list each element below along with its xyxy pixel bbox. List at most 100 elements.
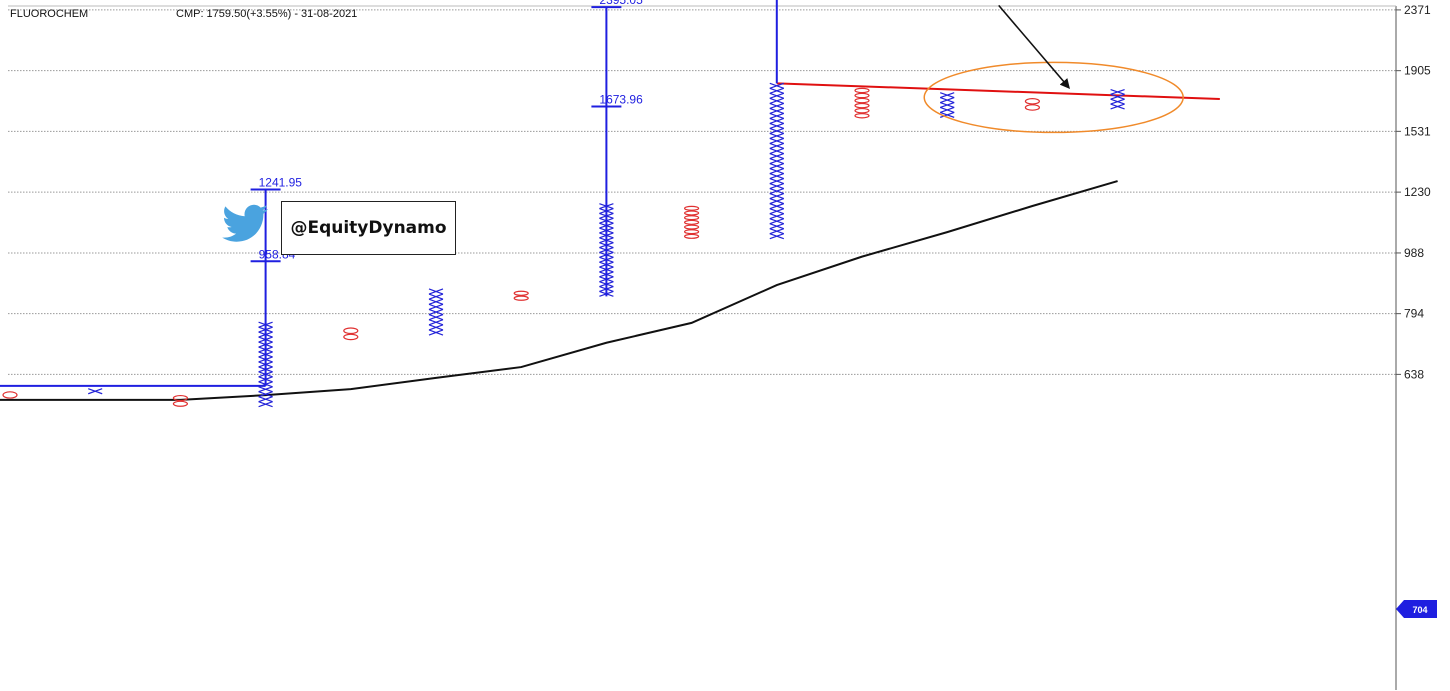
x-mark bbox=[769, 137, 785, 145]
o-mark bbox=[854, 87, 870, 94]
x-mark bbox=[769, 147, 785, 155]
x-mark bbox=[769, 203, 785, 210]
x-mark bbox=[769, 178, 785, 185]
y-tick-label: 638 bbox=[1404, 367, 1424, 381]
x-mark bbox=[258, 386, 273, 393]
annotation-arrow bbox=[998, 4, 1070, 89]
x-mark bbox=[428, 293, 444, 300]
o-mark bbox=[683, 210, 700, 216]
o-column bbox=[854, 87, 870, 119]
target-projection: 3010.975153 bbox=[775, 0, 778, 84]
x-mark bbox=[769, 152, 785, 160]
y-tick-label: 1531 bbox=[1404, 124, 1431, 138]
o-column bbox=[1024, 98, 1041, 111]
x-mark bbox=[940, 97, 955, 104]
y-axis: 4619367429522371190515311230988794638 bbox=[8, 3, 1431, 690]
x-mark bbox=[769, 87, 785, 94]
o-mark bbox=[343, 333, 359, 341]
x-column bbox=[258, 321, 273, 408]
x-mark bbox=[769, 112, 785, 119]
x-mark bbox=[258, 391, 273, 398]
x-mark bbox=[428, 324, 444, 331]
grid-lines bbox=[8, 9, 1396, 375]
price-tag: 704 bbox=[1396, 600, 1437, 618]
o-column bbox=[683, 205, 700, 239]
watermark-handle: @EquityDynamo bbox=[281, 201, 456, 255]
twitter-bird-icon bbox=[222, 204, 268, 242]
resistance-trendline bbox=[776, 82, 1220, 101]
o-mark bbox=[513, 290, 529, 296]
x-mark bbox=[769, 208, 785, 215]
target-label: 1241.95 bbox=[259, 175, 303, 189]
o-mark bbox=[683, 233, 700, 239]
x-mark bbox=[769, 193, 785, 200]
o-mark bbox=[683, 205, 700, 211]
x-mark bbox=[769, 117, 785, 124]
moving-average-line bbox=[0, 180, 1118, 401]
y-tick-label: 794 bbox=[1404, 307, 1424, 321]
x-mark bbox=[940, 92, 955, 99]
x-column bbox=[87, 388, 103, 395]
y-tick-label: 2371 bbox=[1404, 3, 1431, 17]
x-mark bbox=[769, 213, 785, 220]
x-mark bbox=[258, 401, 273, 408]
x-mark bbox=[1110, 103, 1125, 110]
x-mark bbox=[769, 162, 785, 170]
pnf-columns bbox=[2, 82, 1125, 408]
target-label: 2395.05 bbox=[599, 0, 643, 7]
o-mark bbox=[343, 327, 359, 335]
o-mark bbox=[854, 112, 870, 119]
x-mark bbox=[769, 132, 785, 140]
x-mark bbox=[428, 288, 444, 295]
x-mark bbox=[940, 101, 955, 109]
x-mark bbox=[1110, 98, 1125, 105]
x-mark bbox=[769, 233, 785, 240]
x-mark bbox=[769, 107, 785, 114]
symbol-label: FLUOROCHEM bbox=[10, 8, 89, 20]
o-mark bbox=[1024, 104, 1041, 111]
x-mark bbox=[769, 142, 785, 150]
overlay-lines bbox=[0, 82, 1220, 401]
x-mark bbox=[428, 319, 444, 326]
x-mark bbox=[428, 298, 444, 305]
x-mark bbox=[769, 183, 785, 190]
x-mark bbox=[428, 308, 444, 316]
x-mark bbox=[769, 198, 785, 205]
x-column bbox=[428, 288, 444, 336]
y-tick-label: 1905 bbox=[1404, 64, 1431, 78]
x-mark bbox=[428, 313, 444, 321]
x-mark bbox=[769, 157, 785, 165]
o-column bbox=[2, 391, 18, 399]
o-column bbox=[513, 290, 529, 301]
x-column bbox=[769, 82, 785, 240]
o-mark bbox=[172, 394, 188, 402]
x-mark bbox=[769, 167, 785, 175]
cmp-label: CMP: 1759.50(+3.55%) - 31-08-2021 bbox=[176, 8, 358, 20]
x-mark bbox=[940, 111, 955, 118]
o-mark bbox=[2, 391, 18, 399]
o-mark bbox=[1024, 98, 1041, 105]
o-column bbox=[343, 327, 359, 341]
x-mark bbox=[769, 122, 785, 130]
target-label: 1673.96 bbox=[599, 93, 643, 107]
x-mark bbox=[769, 97, 785, 104]
o-mark bbox=[172, 400, 188, 407]
x-mark bbox=[769, 82, 785, 89]
x-mark bbox=[428, 329, 444, 336]
x-mark bbox=[769, 218, 785, 225]
annotation-group bbox=[923, 4, 1184, 134]
y-tick-label: 988 bbox=[1404, 246, 1424, 260]
o-mark bbox=[683, 219, 700, 225]
x-mark bbox=[769, 127, 785, 135]
x-column bbox=[940, 92, 955, 118]
x-mark bbox=[428, 303, 444, 310]
x-mark bbox=[940, 106, 955, 113]
x-mark bbox=[769, 92, 785, 99]
x-mark bbox=[769, 223, 785, 230]
x-mark bbox=[769, 172, 785, 180]
x-mark bbox=[1110, 93, 1125, 100]
x-mark bbox=[258, 396, 273, 403]
x-mark bbox=[769, 228, 785, 235]
